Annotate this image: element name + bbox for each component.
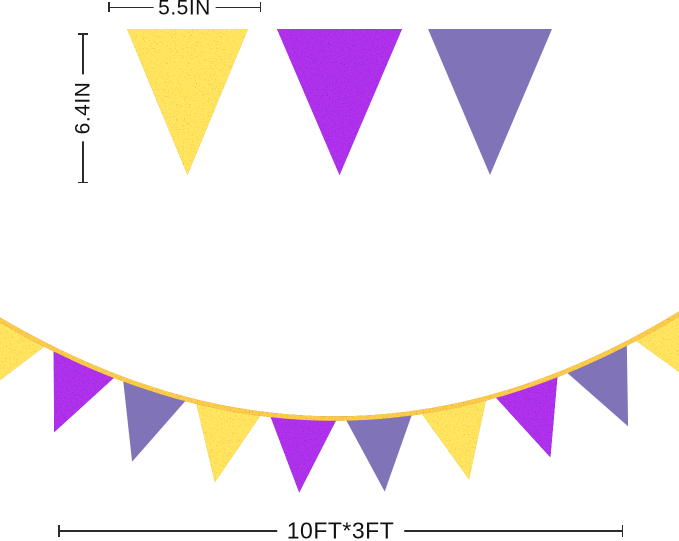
- pennant-flag-gold: [195, 401, 262, 483]
- pennant-flag-lavender: [565, 343, 629, 427]
- pennant-flag-lavender: [123, 379, 187, 462]
- pennant-flag-lavender: [428, 29, 552, 175]
- pennant-flag-gold: [634, 313, 679, 372]
- pennant-flag-gold: [127, 29, 248, 175]
- dimension-tick-right: [621, 524, 623, 537]
- banner-length-dimension: 10FT*3FT: [58, 519, 623, 541]
- pennant-flag-purple: [269, 414, 337, 493]
- banner-length-label: 10FT*3FT: [276, 519, 405, 541]
- draped-banner-graphic: [0, 311, 679, 493]
- flag-width-dimension: 5.5IN: [108, 0, 261, 18]
- pennant-flag-gold: [0, 319, 47, 381]
- pennant-flag-purple: [494, 374, 558, 458]
- top-banner-graphic: [103, 24, 597, 175]
- banner-string: [0, 311, 679, 421]
- pennant-flag-lavender: [345, 413, 413, 492]
- flag-width-label: 5.5IN: [153, 0, 216, 18]
- pennant-flag-gold: [420, 398, 487, 480]
- pennant-flag-purple: [277, 29, 402, 175]
- dimension-tick-bottom: [78, 181, 88, 183]
- dimension-tick-right: [259, 2, 261, 12]
- flag-height-dimension: 6.4IN: [72, 33, 95, 183]
